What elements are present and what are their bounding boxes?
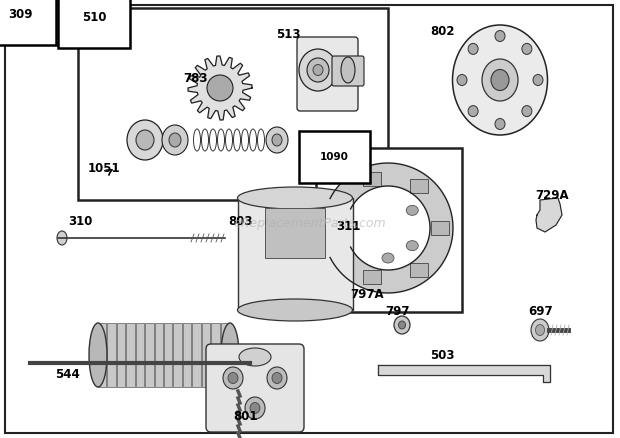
- Text: 310: 310: [68, 215, 92, 228]
- Bar: [126, 323, 135, 387]
- Ellipse shape: [239, 348, 271, 366]
- Ellipse shape: [57, 231, 67, 245]
- Polygon shape: [536, 198, 562, 232]
- Bar: [211, 323, 219, 387]
- Text: 1051: 1051: [88, 162, 121, 175]
- Ellipse shape: [267, 367, 287, 389]
- Text: 513: 513: [276, 28, 300, 41]
- Ellipse shape: [457, 74, 467, 85]
- Ellipse shape: [495, 119, 505, 130]
- Text: 803: 803: [228, 215, 252, 228]
- Ellipse shape: [169, 133, 181, 147]
- Ellipse shape: [533, 74, 543, 85]
- Bar: [265, 208, 325, 258]
- Ellipse shape: [468, 43, 478, 54]
- Bar: [98, 323, 107, 387]
- Bar: [221, 323, 229, 387]
- FancyBboxPatch shape: [431, 221, 449, 235]
- FancyBboxPatch shape: [363, 270, 381, 284]
- Ellipse shape: [228, 372, 238, 384]
- Text: 802: 802: [430, 25, 454, 38]
- Ellipse shape: [307, 58, 329, 82]
- Bar: [78, 8, 388, 200]
- Bar: [316, 148, 462, 312]
- FancyBboxPatch shape: [410, 179, 428, 193]
- Ellipse shape: [245, 397, 265, 419]
- Bar: [117, 323, 125, 387]
- Ellipse shape: [299, 49, 337, 91]
- Bar: [107, 323, 116, 387]
- Ellipse shape: [531, 319, 549, 341]
- Text: 1090: 1090: [320, 152, 349, 162]
- Text: 544: 544: [55, 368, 80, 381]
- Ellipse shape: [221, 323, 239, 387]
- FancyBboxPatch shape: [332, 56, 364, 86]
- Ellipse shape: [394, 316, 410, 334]
- Ellipse shape: [406, 240, 419, 251]
- Text: 510: 510: [82, 11, 107, 24]
- Ellipse shape: [522, 43, 532, 54]
- Text: eReplacementParts.com: eReplacementParts.com: [234, 218, 386, 230]
- Bar: [202, 323, 210, 387]
- Ellipse shape: [272, 134, 282, 146]
- Ellipse shape: [453, 25, 547, 135]
- Ellipse shape: [207, 75, 233, 101]
- Ellipse shape: [406, 205, 419, 215]
- Ellipse shape: [237, 299, 353, 321]
- Bar: [192, 323, 201, 387]
- Ellipse shape: [266, 127, 288, 153]
- Ellipse shape: [127, 120, 163, 160]
- Bar: [136, 323, 144, 387]
- Ellipse shape: [341, 57, 355, 83]
- Bar: [237, 198, 353, 310]
- Text: 697: 697: [528, 305, 552, 318]
- Bar: [183, 323, 192, 387]
- Bar: [145, 323, 154, 387]
- Bar: [174, 323, 182, 387]
- Bar: [154, 323, 163, 387]
- Text: 729A: 729A: [535, 189, 569, 202]
- Ellipse shape: [223, 367, 243, 389]
- Ellipse shape: [468, 106, 478, 117]
- Text: 503: 503: [430, 349, 454, 362]
- FancyBboxPatch shape: [206, 344, 304, 432]
- Ellipse shape: [162, 125, 188, 155]
- Ellipse shape: [272, 372, 282, 384]
- Text: 797: 797: [385, 305, 409, 318]
- Text: 309: 309: [8, 8, 32, 21]
- Ellipse shape: [237, 187, 353, 209]
- FancyBboxPatch shape: [410, 263, 428, 277]
- Ellipse shape: [399, 321, 405, 329]
- Ellipse shape: [495, 31, 505, 42]
- FancyBboxPatch shape: [363, 172, 381, 186]
- Ellipse shape: [313, 64, 323, 75]
- Ellipse shape: [136, 130, 154, 150]
- Polygon shape: [188, 56, 252, 120]
- Text: 801: 801: [232, 410, 257, 423]
- Text: 311: 311: [336, 220, 360, 233]
- Ellipse shape: [522, 106, 532, 117]
- Polygon shape: [330, 163, 453, 293]
- Bar: [164, 323, 172, 387]
- Ellipse shape: [482, 59, 518, 101]
- FancyBboxPatch shape: [297, 37, 358, 111]
- Ellipse shape: [382, 253, 394, 263]
- Text: 797A: 797A: [350, 288, 384, 301]
- Text: 783: 783: [183, 72, 208, 85]
- Ellipse shape: [491, 70, 509, 91]
- Polygon shape: [378, 365, 550, 382]
- Ellipse shape: [89, 323, 107, 387]
- Ellipse shape: [536, 325, 544, 336]
- Ellipse shape: [250, 403, 260, 413]
